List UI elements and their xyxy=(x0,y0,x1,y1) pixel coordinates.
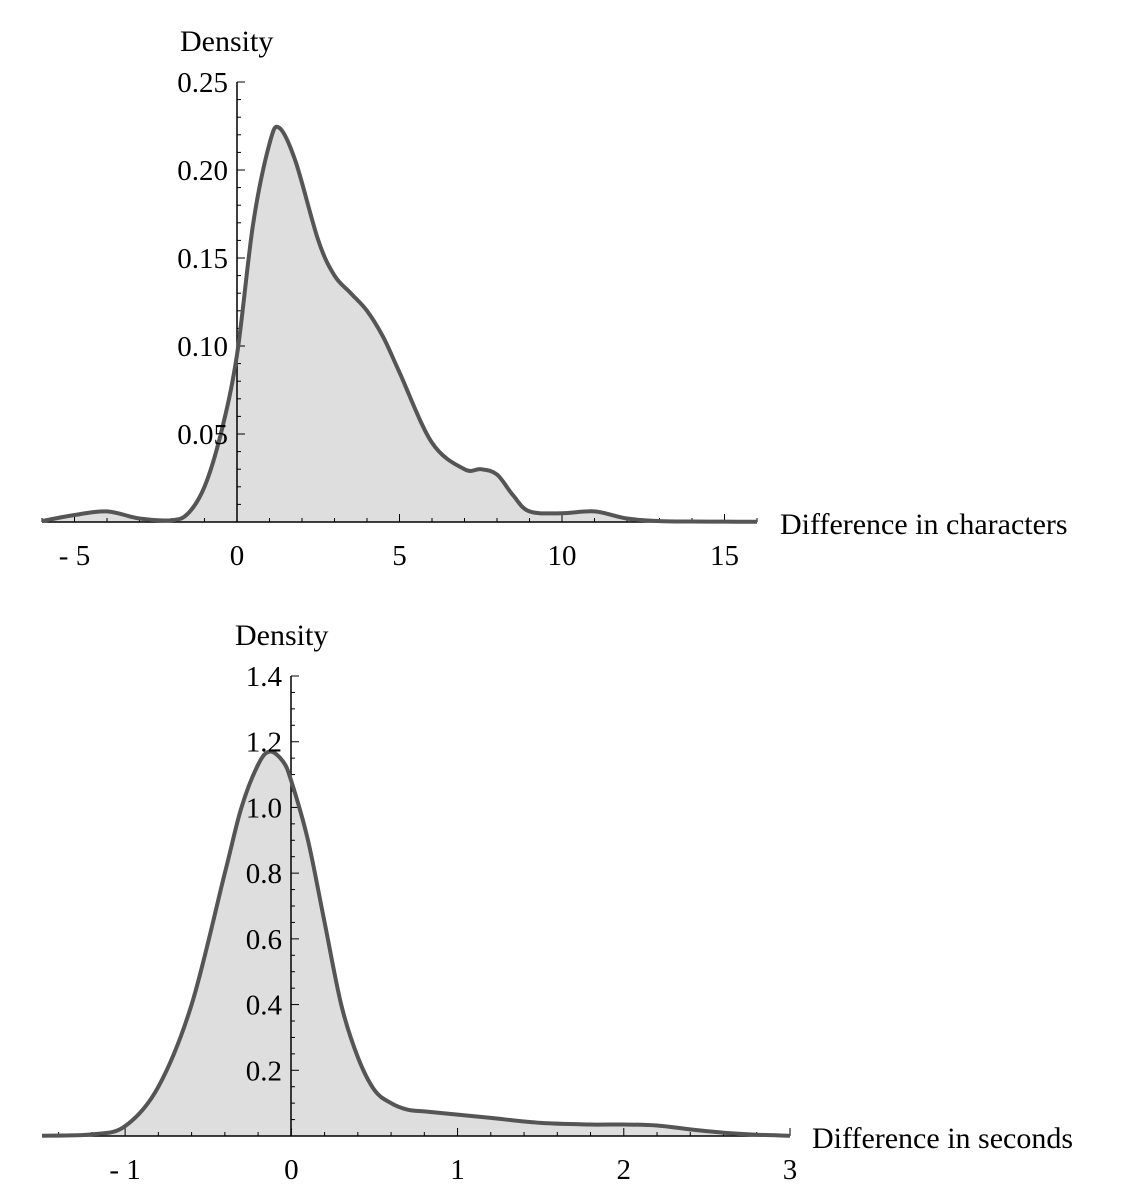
y-axis-label: Density xyxy=(180,25,273,58)
x-axis-label: Difference in seconds xyxy=(812,1122,1073,1155)
x-tick-label: 5 xyxy=(392,540,407,572)
x-tick-label: 10 xyxy=(548,540,577,572)
y-tick-label: 1.4 xyxy=(246,661,283,693)
density-area xyxy=(42,126,757,522)
y-tick-label: 0.05 xyxy=(177,419,228,451)
x-tick-label: 2 xyxy=(617,1154,632,1184)
y-tick-label: 0.2 xyxy=(246,1055,282,1087)
x-tick-label: 0 xyxy=(230,540,245,572)
y-tick-label: 0.25 xyxy=(177,67,228,99)
x-tick-label: 0 xyxy=(284,1154,299,1184)
y-tick-label: 0.10 xyxy=(177,331,228,363)
y-tick-label: 0.15 xyxy=(177,243,228,275)
x-tick-label: - 5 xyxy=(59,540,90,572)
y-axis-label: Density xyxy=(235,619,328,652)
density-curve xyxy=(41,124,758,524)
x-tick-label: 3 xyxy=(783,1154,798,1184)
y-tick-label: 1.0 xyxy=(246,792,282,824)
x-axis-label: Difference in characters xyxy=(780,508,1068,541)
y-tick-label: 0.8 xyxy=(246,858,282,890)
y-tick-label: 0.4 xyxy=(246,990,283,1022)
density-area xyxy=(42,751,790,1136)
y-tick-label: 0.20 xyxy=(177,155,228,187)
x-tick-label: 15 xyxy=(710,540,739,572)
x-tick-label: - 1 xyxy=(109,1154,140,1184)
chart-characters: - 5 0 5 10 15 0.05 0.10 0.15 0.20 0.25 Difference … xyxy=(41,25,1068,572)
y-tick-label: 1.2 xyxy=(246,727,282,759)
y-tick-label: 0.6 xyxy=(246,924,282,956)
density-curve xyxy=(41,749,791,1138)
x-tick-label: 1 xyxy=(450,1154,465,1184)
chart-seconds: - 1 0 1 2 3 0.2 0.4 0.6 0.8 1.0 1.2 1.4 Difference i… xyxy=(41,619,1073,1184)
